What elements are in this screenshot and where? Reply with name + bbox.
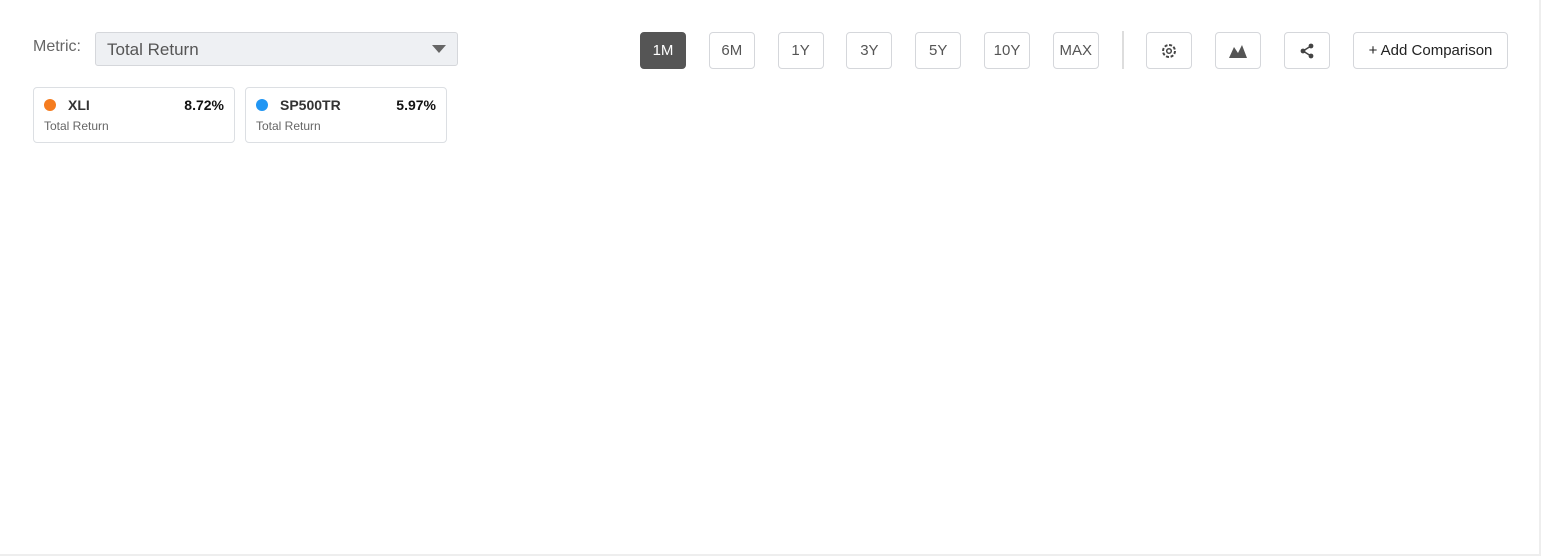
legend-value: 5.97%: [396, 97, 436, 113]
range-button[interactable]: 5Y: [915, 32, 962, 69]
divider: [1122, 31, 1124, 69]
range-button[interactable]: 1M: [640, 32, 686, 69]
legend-name: XLI: [68, 97, 90, 113]
metric-value: Total Return: [107, 40, 199, 59]
legend-dot: [44, 99, 56, 111]
share-icon: [1300, 43, 1314, 58]
legend-dot: [256, 99, 268, 111]
share-button[interactable]: [1284, 32, 1330, 69]
range-button[interactable]: 1Y: [777, 32, 824, 69]
legend-subtitle: Total Return: [256, 119, 321, 133]
gear-icon: [1162, 43, 1176, 58]
range-button[interactable]: 10Y: [984, 32, 1030, 69]
range-button[interactable]: MAX: [1052, 32, 1099, 69]
dropdown-arrow: -10.00%-5.00%0.00%5.00%10.00%Oct 20Oct 2…: [432, 45, 446, 53]
metric-label: Metric:: [33, 38, 81, 55]
settings-button[interactable]: [1146, 32, 1192, 69]
add-comparison-button[interactable]: + Add Comparison: [1353, 32, 1508, 69]
chart-type-button[interactable]: [1215, 32, 1261, 69]
metric-select[interactable]: Total Return -10.00%-5.00%0.00%5.00%10.0…: [95, 32, 458, 66]
legend-subtitle: Total Return: [44, 119, 109, 133]
legend-value: 8.72%: [184, 97, 224, 113]
legend-card: XLI 8.72% Total Return: [33, 87, 235, 143]
legend-card: SP500TR 5.97% Total Return: [245, 87, 447, 143]
range-button[interactable]: 6M: [708, 32, 755, 69]
area-icon: [1229, 44, 1247, 58]
range-button[interactable]: 3Y: [846, 32, 893, 69]
legend-name: SP500TR: [280, 97, 341, 113]
